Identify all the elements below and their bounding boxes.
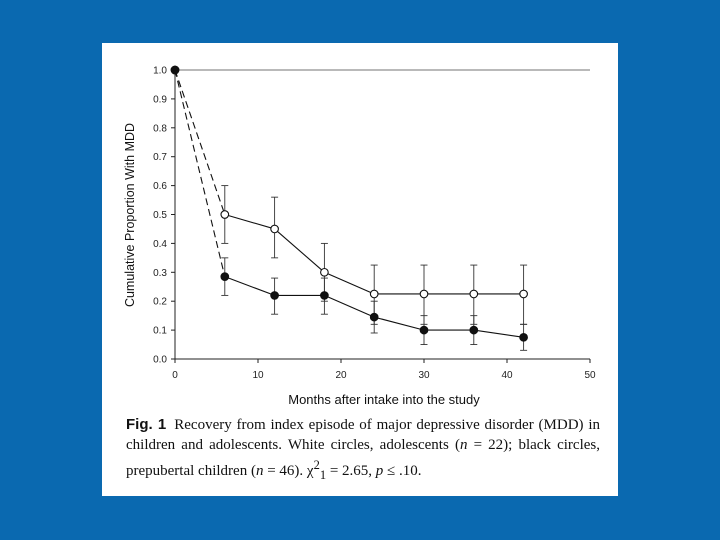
x-tick-label: 40 [501, 370, 513, 381]
figure-card: 0.0 0.1 0.2 0.3 0.4 0.5 0.6 0.7 0.8 0.9 1.0 0 10 20 30… [102, 43, 618, 496]
y-tick-label: 0.8 [153, 123, 167, 134]
y-tick-label: 0.5 [153, 210, 167, 221]
series-segment [324, 271, 375, 295]
data-point [419, 289, 429, 299]
caption-n-symbol-2: n [255, 463, 264, 479]
y-tick-label: 0.4 [153, 239, 167, 250]
data-point [220, 210, 230, 219]
data-point [270, 291, 279, 300]
caption-label: Fig. 1 [126, 416, 167, 433]
caption-n-symbol-1: n [459, 437, 468, 453]
series-segment [224, 276, 275, 296]
chart-ticks: 0.0 0.1 0.2 0.3 0.4 0.5 0.6 0.7 0.8 0.9 1.0 0 10 20 30… [153, 66, 596, 382]
x-tick-label: 10 [252, 370, 264, 381]
data-point [270, 224, 279, 234]
y-axis-label: Cumulative Proportion With MDD [123, 123, 137, 307]
caption-chi-exponent: 2 [313, 458, 320, 472]
series-segment [174, 69, 226, 277]
chart: 0.0 0.1 0.2 0.3 0.4 0.5 0.6 0.7 0.8 0.9 1.0 0 10 20 30… [123, 65, 596, 408]
chart-axes [174, 69, 590, 360]
data-point [320, 291, 329, 300]
data-point [469, 325, 479, 335]
x-tick-label: 20 [335, 370, 347, 381]
caption-p-symbol: p [375, 463, 384, 479]
series-segment [324, 294, 375, 318]
x-tick-label: 30 [418, 370, 430, 381]
y-tick-label: 0.7 [153, 152, 167, 163]
y-tick-label: 0.1 [153, 326, 167, 337]
series-prepubertal-children [170, 65, 528, 351]
caption-chi-subscript: 1 [319, 468, 327, 482]
series-segment [174, 69, 226, 215]
y-tick-label: 1.0 [153, 66, 167, 77]
data-point [369, 289, 379, 299]
data-point [419, 325, 429, 335]
y-tick-label: 0.9 [153, 94, 167, 105]
y-tick-label: 0.3 [153, 268, 167, 279]
data-point [369, 312, 379, 322]
data-point [469, 289, 479, 299]
y-tick-label: 0.2 [153, 297, 167, 308]
caption-text-2: = 22); black circles, prepubertal childr… [126, 437, 600, 479]
data-point [519, 332, 528, 342]
series-segment [374, 316, 425, 331]
x-tick-label: 50 [584, 370, 596, 381]
y-tick-label: 0.0 [153, 355, 167, 366]
x-axis-label: Months after intake into the study [288, 392, 480, 407]
series-segment [274, 228, 325, 273]
series-segment [473, 329, 524, 338]
series-segment [224, 213, 275, 230]
caption-text-1: Recovery from index episode of major dep… [126, 417, 601, 453]
caption-text-5: ≤ .10. [383, 463, 422, 479]
data-point [170, 65, 180, 75]
chart-series-layer [170, 65, 528, 351]
data-point [519, 289, 528, 299]
y-tick-label: 0.6 [153, 181, 167, 192]
caption-text-4: = 2.65, [326, 463, 376, 479]
data-point [220, 272, 230, 281]
caption-text-3: = 46). χ [263, 463, 314, 479]
x-tick-label: 0 [172, 370, 178, 381]
data-point [320, 267, 329, 277]
figure-caption: Fig. 1 Recovery from index episode of maj… [126, 415, 600, 485]
